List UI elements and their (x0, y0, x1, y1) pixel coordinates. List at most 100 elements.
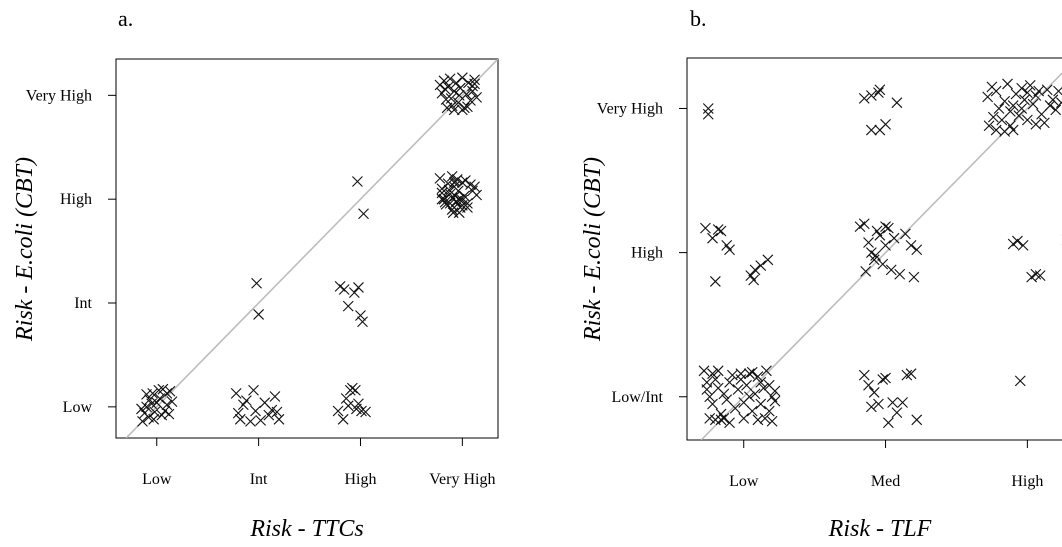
panel-b-x-tick-label: Med (871, 473, 900, 490)
panel-b-point (887, 397, 899, 408)
panel-b-point (993, 103, 1005, 114)
panel-a-point (440, 198, 452, 210)
panel-b-point (755, 398, 767, 410)
panel-b-point (755, 260, 767, 271)
panel-b-point (1036, 108, 1047, 120)
panel-b-point (744, 368, 755, 380)
panel-b-point (868, 387, 880, 398)
panel-a-point (448, 104, 460, 116)
panel-b-x-axis-title: Risk - TLF (828, 516, 932, 542)
panel-b-point (748, 274, 760, 286)
panel-b-point (724, 376, 735, 388)
panel-a-point (450, 77, 462, 89)
panel-a-x-tick-label: High (344, 471, 376, 488)
panel-b-point (1014, 375, 1026, 387)
panel-a-point (448, 85, 460, 97)
panel-b-point (987, 111, 999, 123)
panel-b-point (865, 124, 877, 136)
panel-b-point (982, 91, 994, 103)
panel-b-point (715, 225, 727, 237)
panel-b-point (996, 114, 1008, 126)
panel-a-y-tick-label: High (60, 191, 92, 208)
panel-a-points (136, 72, 482, 427)
panel-b-point (746, 366, 758, 378)
panel-a-point (456, 104, 468, 116)
panel-b-point (891, 407, 903, 418)
panel-b-point (1050, 104, 1062, 116)
panel-a-point (154, 393, 166, 404)
panel-b: b. Low Med High Low/Int High Very High Risk … (580, 6, 1062, 542)
panel-a-point (456, 177, 468, 188)
panel-a-point (271, 406, 283, 418)
panel-a-point (346, 382, 358, 394)
panel-b-point (863, 237, 874, 248)
panel-a-x-tick-label: Low (142, 471, 172, 488)
panel-a-point (434, 173, 446, 184)
panel-b-point (1002, 78, 1013, 90)
panel-a-point (469, 78, 480, 90)
panel-b-point (1044, 100, 1056, 111)
panel-a-point (456, 200, 468, 211)
panel-a-point (348, 287, 360, 299)
panel-b-x-tick-label: Low (729, 473, 759, 490)
panel-a-x-tick-label: Very High (429, 471, 495, 488)
panel-b-point (1019, 94, 1030, 106)
panel-b-point (999, 95, 1011, 107)
panel-a-y-axis: Low Int High Very High (26, 87, 116, 416)
panel-b-point (870, 250, 882, 261)
panel-b-point (763, 379, 775, 391)
panel-b-point (858, 218, 870, 230)
panel-b-point (1007, 124, 1019, 136)
panel-a-point (467, 85, 478, 97)
panel-b-point (882, 222, 894, 234)
panel-b-point (888, 232, 900, 244)
panel-a-point (250, 405, 261, 417)
panel-b-point (1034, 270, 1046, 282)
panel-b-point (729, 402, 741, 414)
panel-b-point (724, 417, 735, 429)
panel-a-point (452, 185, 464, 197)
panel-b-label: b. (690, 6, 707, 31)
panel-a-y-axis-title: Risk - E.coli (CBT) (12, 157, 38, 342)
panel-a-point (360, 406, 371, 418)
panel-b-y-axis-title: Risk - E.coli (CBT) (580, 157, 606, 342)
panel-a-point (445, 93, 457, 104)
panel-b-point (897, 397, 908, 408)
panel-b-point (721, 394, 733, 406)
panel-b-point (908, 271, 920, 283)
panel-b-point (1021, 87, 1033, 98)
panel-a-point (234, 413, 246, 425)
panel-b-point (873, 87, 884, 98)
panel-a-point (332, 405, 344, 417)
panel-b-point (1033, 85, 1045, 97)
panel-a-point (465, 95, 476, 106)
panel-a-point (148, 413, 160, 425)
panel-a-point (141, 401, 152, 413)
panel-b-point (702, 108, 714, 120)
panel-a-point (358, 208, 369, 220)
panel-b-y-tick-label: Very High (597, 100, 663, 117)
panel-b-y-tick-label: High (631, 245, 663, 262)
panel-b-point (762, 254, 774, 266)
panel-a-point (349, 384, 361, 396)
panel-b-point (1017, 240, 1029, 251)
panel-a-point (357, 316, 368, 328)
panel-b-y-tick-label: Low/Int (611, 389, 663, 406)
panel-b-point (704, 391, 716, 403)
panel-b-point (1013, 110, 1025, 122)
panel-a-point (462, 101, 473, 113)
panel-b-point (900, 228, 911, 240)
panel-b-point (1053, 85, 1062, 97)
panel-a-point (337, 413, 349, 425)
panel-b-point (1016, 103, 1028, 114)
panel-a-label: a. (118, 6, 133, 31)
panel-a-point (251, 277, 262, 289)
panel-a-point (439, 83, 451, 95)
panel-a-point (263, 409, 275, 421)
panel-b-point (1030, 268, 1042, 280)
panel-b-point (749, 264, 761, 276)
panel-b-point (1007, 100, 1019, 111)
panel-a-y-tick-label: Low (63, 399, 93, 416)
panel-b-point (707, 368, 718, 380)
panel-a-reference-line (125, 59, 498, 438)
